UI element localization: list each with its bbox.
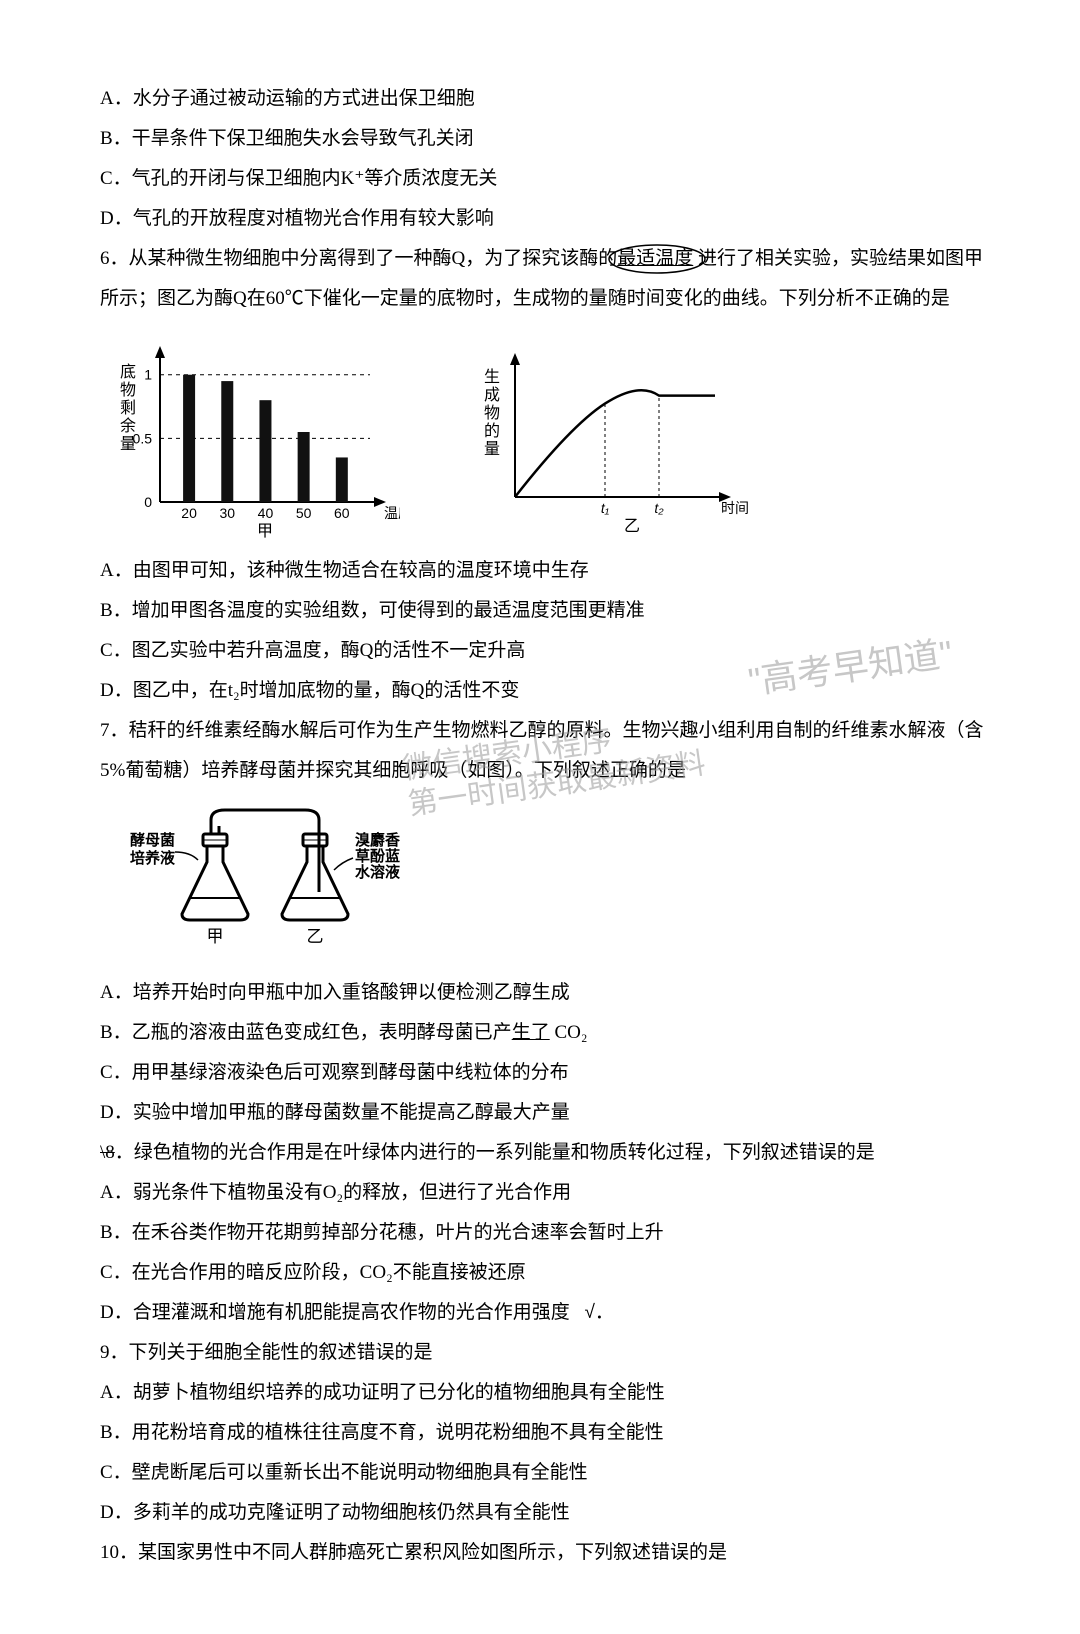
q8-option-d-text: D．合理灌溉和增施有机肥能提高农作物的光合作用强度 (100, 1302, 570, 1323)
svg-text:t₂: t₂ (654, 500, 664, 516)
svg-text:乙: 乙 (307, 927, 324, 946)
svg-text:量: 量 (484, 441, 500, 458)
q8-number-strike: \8 (100, 1142, 115, 1163)
svg-text:甲: 甲 (257, 523, 273, 540)
q8-stem: \8．绿色植物的光合作用是在叶绿体内进行的一系列能量和物质转化过程，下列叙述错误… (100, 1134, 990, 1172)
q6-option-a: A．由图甲可知，该种微生物适合在较高的温度环境中生存 (100, 552, 990, 590)
q8-option-a: A．弱光条件下植物虽没有O₂的释放，但进行了光合作用 (100, 1174, 990, 1212)
svg-text:物: 物 (120, 381, 136, 399)
circle-annotation-icon (607, 242, 707, 276)
q6-stem-1a: 6．从某种微生物细胞中分离得到了一种酶Q，为了探究该酶的 (100, 248, 617, 269)
svg-text:1: 1 (144, 367, 152, 383)
q7-option-c: C．用甲基绿溶液染色后可观察到酵母菌中线粒体的分布 (100, 1054, 990, 1092)
svg-text:培养液: 培养液 (130, 849, 176, 867)
q9-option-b: B．用花粉培育成的植株往往高度不育，说明花粉细胞不具有全能性 (100, 1414, 990, 1452)
q9-stem: 9．下列关于细胞全能性的叙述错误的是 (100, 1334, 990, 1372)
q7-option-b-3: CO₂ (550, 1022, 588, 1043)
q7-apparatus-svg: 酵母菌培养液 溴麝香草酚蓝水溶液甲 乙 (120, 800, 440, 950)
q8-option-c: C．在光合作用的暗反应阶段，CO₂不能直接被还原 (100, 1254, 990, 1292)
q6-stem-circled: 最适温度 (617, 248, 698, 269)
q6-chart-bar: 0.5102030405060底物剩余量温度/℃甲 (100, 332, 400, 542)
svg-text:30: 30 (219, 505, 235, 521)
svg-text:生: 生 (484, 368, 500, 386)
svg-text:酵母菌: 酵母菌 (130, 831, 175, 849)
svg-text:余: 余 (120, 416, 136, 435)
svg-text:0: 0 (144, 494, 152, 510)
q5-option-c: C．气孔的开闭与保卫细胞内K⁺等介质浓度无关 (100, 160, 990, 198)
q8-option-d: D．合理灌溉和增施有机肥能提高农作物的光合作用强度 √． (100, 1294, 990, 1332)
q7-option-d: D．实验中增加甲瓶的酵母菌数量不能提高乙醇最大产量 (100, 1094, 990, 1132)
q8-stem-text: ．绿色植物的光合作用是在叶绿体内进行的一系列能量和物质转化过程，下列叙述错误的是 (115, 1142, 875, 1163)
q6-option-c: C．图乙实验中若升高温度，酶Q的活性不一定升高 (100, 632, 990, 670)
q6-option-b: B．增加甲图各温度的实验组数，可使得到的最适温度范围更精准 (100, 592, 990, 630)
svg-text:20: 20 (181, 505, 197, 521)
q6-stem-line2: 所示；图乙为酶Q在60℃下催化一定量的底物时，生成物的量随时间变化的曲线。下列分… (100, 280, 990, 318)
q5-option-d: D．气孔的开放程度对植物光合作用有较大影响 (100, 200, 990, 238)
svg-text:水溶液: 水溶液 (355, 863, 401, 881)
q7-option-b: B．乙瓶的溶液由蓝色变成红色，表明酵母菌已产生了 CO₂ (100, 1014, 990, 1052)
q6-figure-row: 0.5102030405060底物剩余量温度/℃甲 t₁t₂生成物的量时间乙 (100, 332, 990, 542)
svg-text:甲: 甲 (207, 927, 224, 946)
q6-stem-1c: 进行了相关实验，实验结果如图甲 (698, 248, 983, 269)
svg-text:t₁: t₁ (601, 500, 610, 516)
q6-stem-line1: 6．从某种微生物细胞中分离得到了一种酶Q，为了探究该酶的最适温度 进行了相关实验… (100, 240, 990, 278)
exam-page: "高考早知道" 微信搜索小程序 第一时间获取最新资料 A．水分子通过被动运输的方… (0, 0, 1080, 1634)
q5-option-b: B．干旱条件下保卫细胞失水会导致气孔关闭 (100, 120, 990, 158)
q7-option-a: A．培养开始时向甲瓶中加入重铬酸钾以便检测乙醇生成 (100, 974, 990, 1012)
q8-option-b: B．在禾谷类作物开花期剪掉部分花穗，叶片的光合速率会暂时上升 (100, 1214, 990, 1252)
svg-text:温度/℃: 温度/℃ (384, 506, 400, 522)
q9-option-a: A．胡萝卜植物组织培养的成功证明了已分化的植物细胞具有全能性 (100, 1374, 990, 1412)
q6-option-d: D．图乙中，在t₂时增加底物的量，酶Q的活性不变 (100, 672, 990, 710)
q7-stem-line1: 7．秸秆的纤维素经酶水解后可作为生产生物燃料乙醇的原料。生物兴趣小组利用自制的纤… (100, 712, 990, 750)
check-mark-icon: √． (584, 1294, 613, 1332)
q7-option-b-underline: 生了 (512, 1022, 550, 1043)
q7-stem-line2: 5%葡萄糖）培养酵母菌并探究其细胞呼吸（如图）。下列叙述正确的是 (100, 752, 990, 790)
svg-text:溴麝香: 溴麝香 (355, 831, 400, 849)
q5-option-a: A．水分子通过被动运输的方式进出保卫细胞 (100, 80, 990, 118)
svg-text:的: 的 (484, 422, 500, 440)
svg-text:剩: 剩 (120, 399, 136, 417)
q7-diagram: 酵母菌培养液 溴麝香草酚蓝水溶液甲 乙 (120, 800, 990, 964)
q9-option-d: D．多莉羊的成功克隆证明了动物细胞核仍然具有全能性 (100, 1494, 990, 1532)
svg-text:40: 40 (258, 505, 274, 521)
q7-option-b-1: B．乙瓶的溶液由蓝色变成红色，表明酵母菌已产 (100, 1022, 512, 1043)
q6-chart-line: t₁ t₂ 生成物的量时间乙 (460, 342, 760, 542)
svg-text:物: 物 (484, 404, 500, 422)
svg-text:量: 量 (120, 436, 136, 453)
q10-stem: 10．某国家男性中不同人群肺癌死亡累积风险如图所示，下列叙述错误的是 (100, 1534, 990, 1572)
q9-option-c: C．壁虎断尾后可以重新长出不能说明动物细胞具有全能性 (100, 1454, 990, 1492)
svg-text:60: 60 (334, 505, 350, 521)
svg-text:成: 成 (484, 386, 500, 404)
svg-text:时间: 时间 (721, 501, 749, 517)
svg-text:50: 50 (296, 505, 312, 521)
svg-text:乙: 乙 (624, 518, 640, 535)
svg-text:草酚蓝: 草酚蓝 (355, 847, 400, 865)
svg-text:底: 底 (120, 363, 136, 381)
